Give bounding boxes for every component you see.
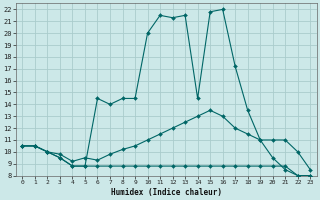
X-axis label: Humidex (Indice chaleur): Humidex (Indice chaleur) <box>111 188 222 197</box>
